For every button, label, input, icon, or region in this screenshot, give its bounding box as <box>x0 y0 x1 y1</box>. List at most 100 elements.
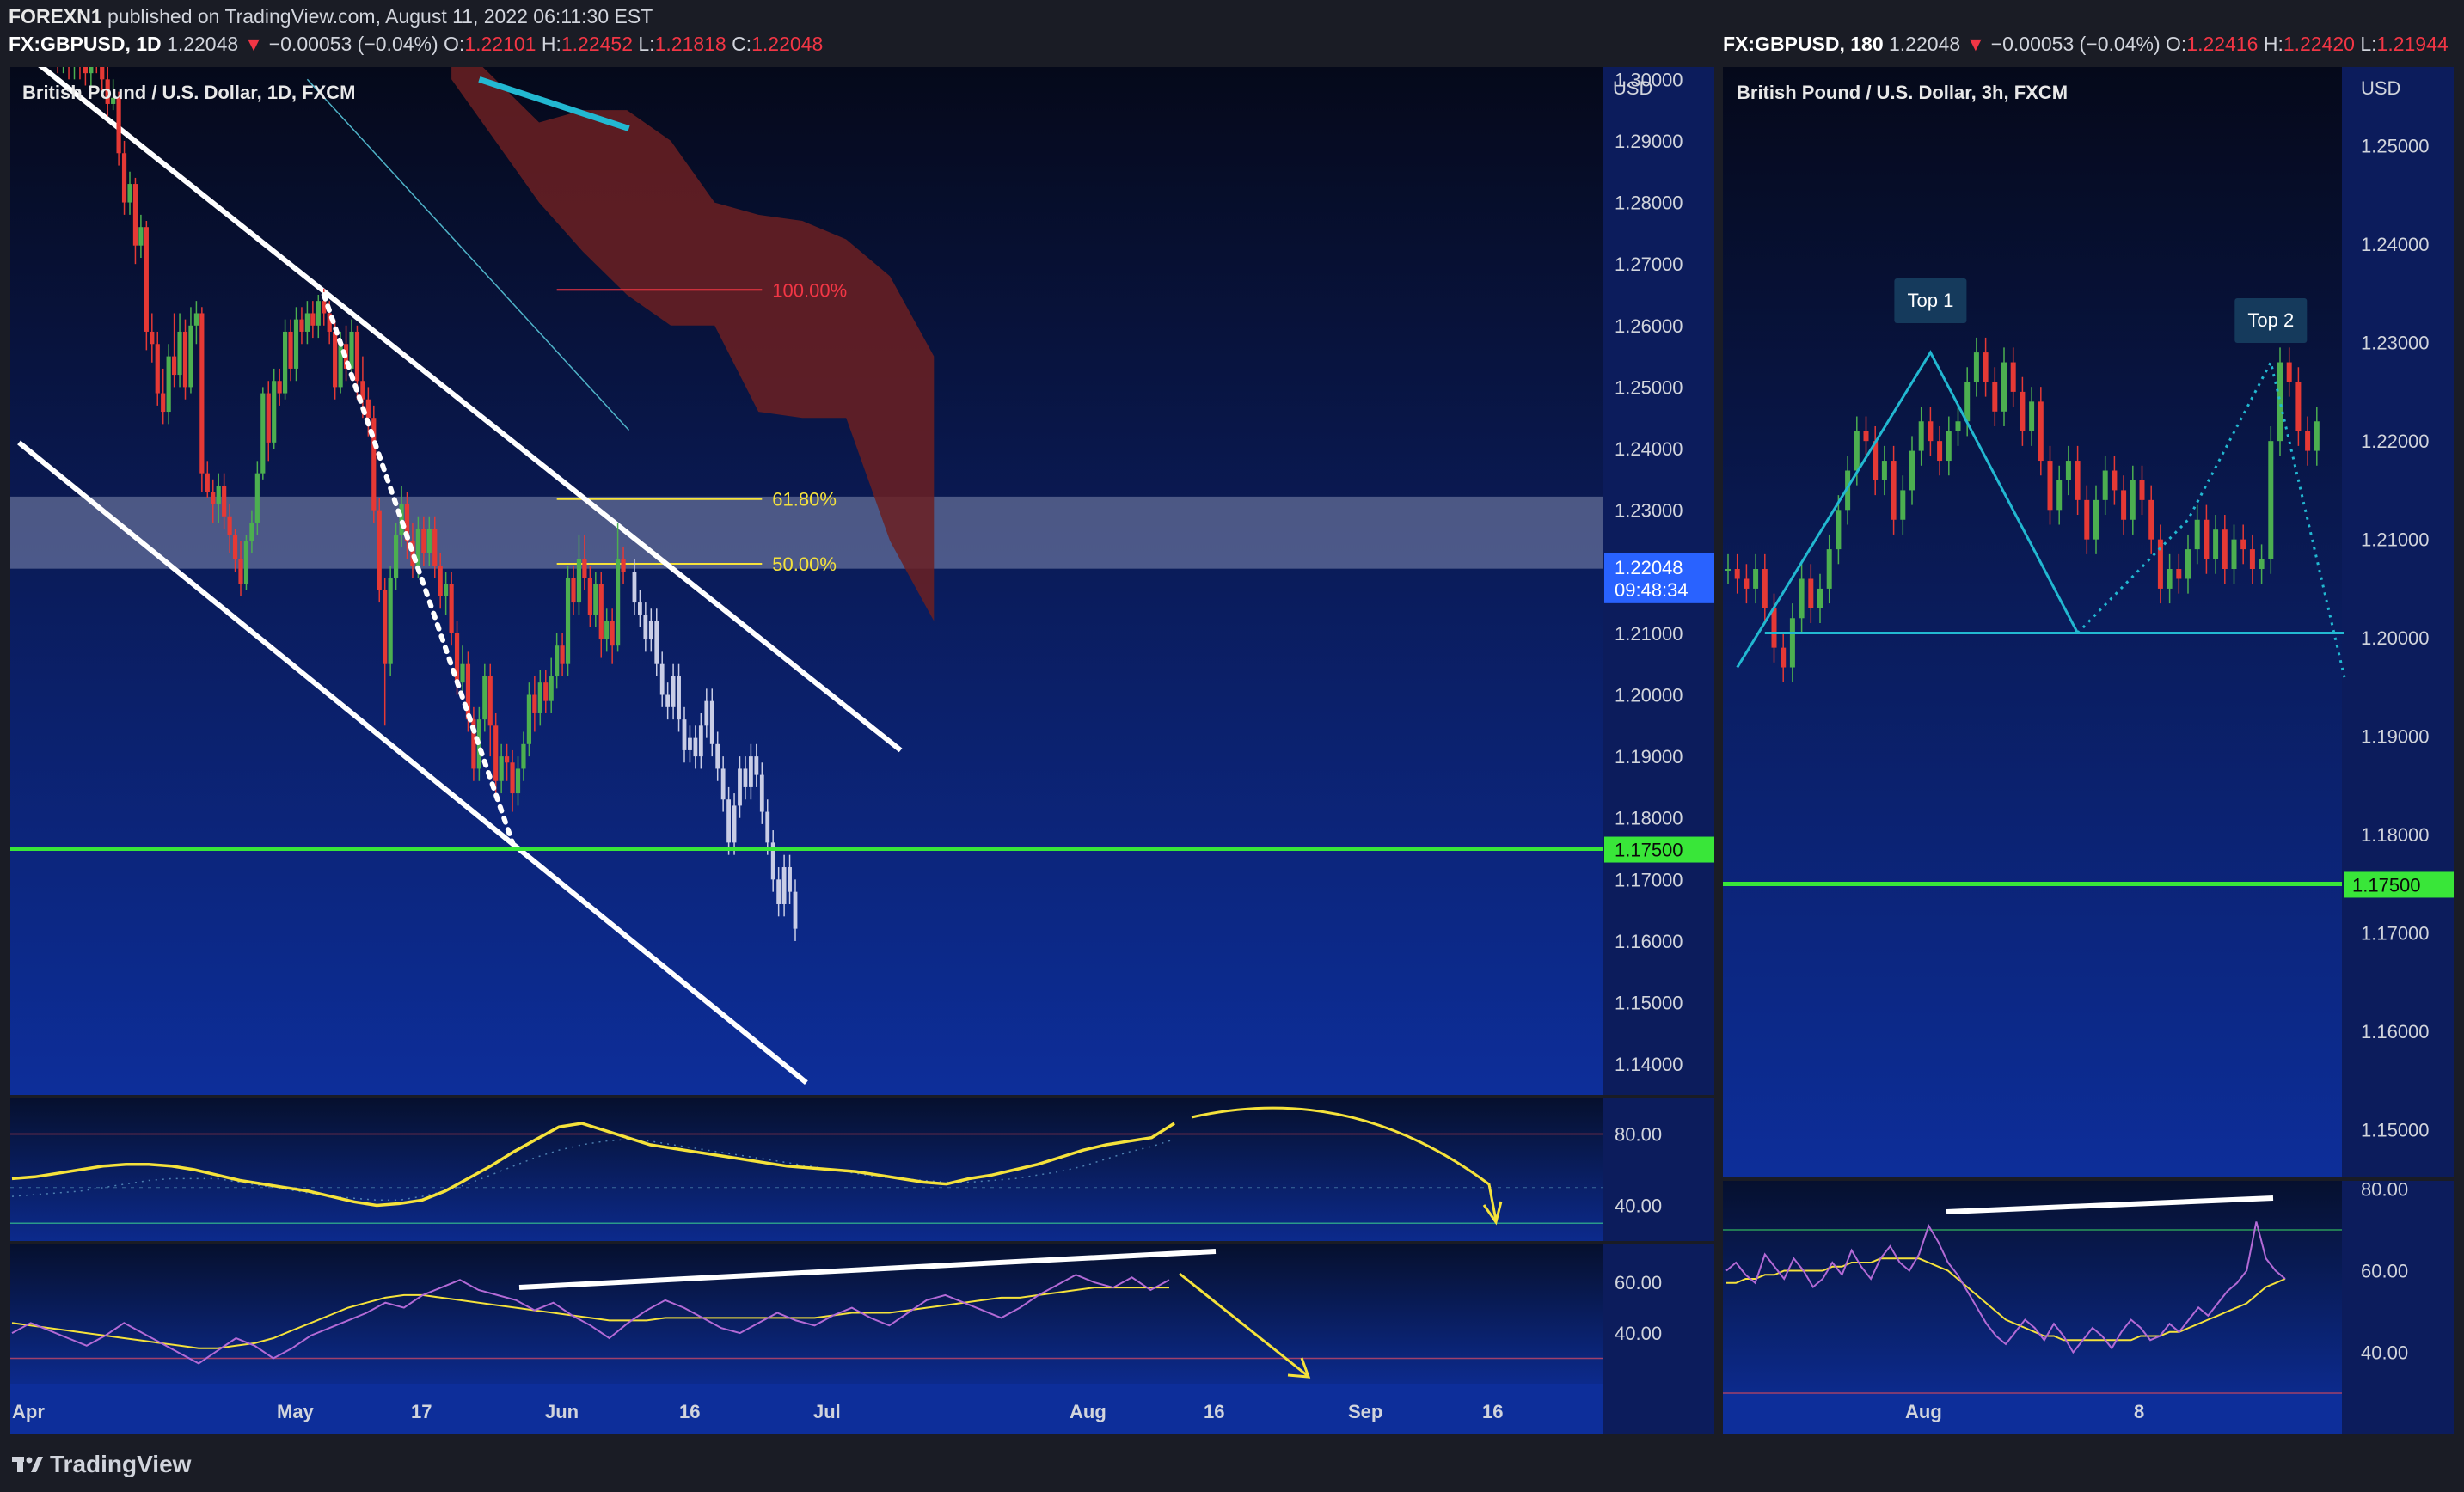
h3-y-tick-label: 1.15000 <box>2361 1120 2430 1141</box>
h3-candle-body <box>2084 499 2090 540</box>
projection-bar <box>704 700 709 726</box>
h3-candle-body <box>2286 362 2292 382</box>
candle-body <box>260 393 266 474</box>
right-high: 1.22420 <box>2283 33 2355 55</box>
h3-candle-body <box>1817 588 1823 608</box>
left-chart-panel[interactable]: 100.00% 61.80% 50.00% 1.30000 1.29000 1.2800… <box>10 67 1714 1434</box>
h3-candle-body <box>2231 539 2237 570</box>
h3-y-tick-label: 1.18000 <box>2361 824 2430 846</box>
double-top-pattern-line <box>1736 350 2079 669</box>
h3-candle-body <box>2056 480 2063 511</box>
x-tick-label: May <box>277 1401 315 1422</box>
projection-bar <box>688 737 692 750</box>
right-chart-svg[interactable]: Top 1 Top 2 1.25000 1.24000 1.23000 1.22000 1… <box>1723 67 2454 1434</box>
candle-body <box>283 331 288 394</box>
candle-body <box>593 584 598 615</box>
projection-bar <box>732 805 737 843</box>
candle-body <box>222 485 227 517</box>
candle-body <box>444 584 449 596</box>
h3-candle-body <box>1771 608 1777 648</box>
projection-bar <box>665 694 671 707</box>
h3-x-tick-label: 8 <box>2134 1401 2144 1422</box>
projection-bar <box>693 737 698 757</box>
h3-candle-body <box>2001 362 2007 412</box>
candle-body <box>238 559 243 584</box>
h3-candle-body <box>1734 569 1740 579</box>
rsi-forecast-arrow <box>1179 1272 1308 1377</box>
candle-body <box>560 645 565 664</box>
left-change: −0.00053 (−0.04%) <box>268 33 438 55</box>
x-tick-label: Jul <box>813 1401 841 1422</box>
right-low: 1.21944 <box>2376 33 2449 55</box>
h3-candle-body <box>2139 480 2145 500</box>
right-l-label: L: <box>2360 33 2377 55</box>
rsi-line <box>11 1274 1170 1365</box>
right-chart-panel[interactable]: Top 1 Top 2 1.25000 1.24000 1.23000 1.22000 1… <box>1723 67 2454 1434</box>
h3-candle-body <box>1918 421 1924 451</box>
projection-bar <box>638 602 642 615</box>
projection-bar <box>743 768 748 787</box>
right-h-label: H: <box>2263 33 2283 55</box>
rsi-divergence-line <box>518 1249 1217 1290</box>
left-c-label: C: <box>732 33 752 55</box>
h3-rsi-divergence-line <box>1946 1195 2274 1214</box>
right-o-label: O: <box>2166 33 2187 55</box>
left-chart-svg[interactable]: 100.00% 61.80% 50.00% 1.30000 1.29000 1.2800… <box>10 67 1714 1434</box>
tradingview-footer[interactable]: TradingView <box>12 1451 191 1478</box>
left-symbol[interactable]: FX:GBPUSD, 1D <box>9 33 162 55</box>
projection-bar <box>754 756 759 775</box>
candle-body <box>482 676 487 720</box>
projection-bar <box>726 799 731 843</box>
h3-candle-body <box>1909 450 1915 491</box>
candle-body <box>338 344 343 388</box>
main-chart-title: British Pound / U.S. Dollar, 1D, FXCM <box>22 82 355 103</box>
h3-candle-body <box>1881 461 1887 480</box>
h3-candle-body <box>2102 470 2108 500</box>
candle-body <box>383 590 388 664</box>
projection-bar <box>715 743 720 769</box>
h3-support-tag-box <box>2344 871 2454 898</box>
h3-candle-body <box>2093 499 2099 540</box>
candle-body <box>327 313 332 332</box>
left-close: 1.22048 <box>751 33 824 55</box>
h3-y-tick-label: 1.16000 <box>2361 1021 2430 1043</box>
candle-body <box>266 393 271 443</box>
right-open: 1.22416 <box>2186 33 2259 55</box>
candle-body <box>532 694 537 713</box>
h3-y-tick-label: 1.23000 <box>2361 333 2430 354</box>
h3-y-tick-label: 1.24000 <box>2361 234 2430 255</box>
support-tag-label: 1.17500 <box>1615 840 1683 861</box>
candle-body <box>144 227 149 332</box>
right-change: −0.00053 (−0.04%) <box>1990 33 2161 55</box>
h3-candle-body <box>2075 461 2081 500</box>
h3-rsi-ma-line <box>1726 1257 2286 1342</box>
candle-body <box>549 676 554 701</box>
moving-average-line <box>306 78 630 431</box>
candle-body <box>565 578 571 664</box>
h3-candle-body <box>1900 490 1906 520</box>
candle-body <box>211 492 216 504</box>
fib-level-label: 50.00% <box>772 553 837 575</box>
y-tick-label: 1.26000 <box>1615 315 1683 337</box>
candle-body <box>121 153 127 203</box>
y-tick-label: 1.28000 <box>1615 193 1683 214</box>
x-tick-label: Aug <box>1070 1401 1106 1422</box>
candle-body <box>322 301 327 314</box>
candle-body <box>454 633 460 683</box>
candle-body <box>471 719 476 769</box>
h3-candle-body <box>2305 431 2311 451</box>
candle-body <box>421 529 426 553</box>
candle-body <box>299 319 304 332</box>
projection-bar <box>643 615 648 640</box>
candle-body <box>576 559 582 603</box>
right-symbol[interactable]: FX:GBPUSD, 180 <box>1723 33 1884 55</box>
candle-body <box>150 331 155 345</box>
candle-body <box>360 381 365 400</box>
right-ticker-bar: FX:GBPUSD, 180 1.22048 ▼ −0.00053 (−0.04… <box>1723 33 2449 56</box>
x-tick-label: Apr <box>12 1401 45 1422</box>
candle-body <box>426 529 432 553</box>
candle-body <box>249 522 254 541</box>
projection-bar <box>671 676 676 707</box>
y-tick-label: 1.25000 <box>1615 376 1683 398</box>
h3-candle-body <box>1946 431 1952 462</box>
